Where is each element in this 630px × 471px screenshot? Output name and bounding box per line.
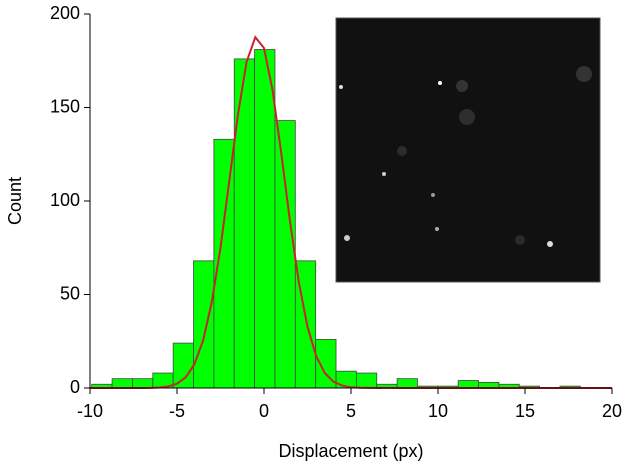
spot bbox=[547, 241, 553, 247]
y-axis-label: Count bbox=[5, 177, 25, 225]
bar bbox=[457, 380, 479, 389]
bar bbox=[193, 260, 215, 389]
spot bbox=[576, 66, 592, 82]
bar bbox=[132, 378, 154, 389]
x-tick-label: 10 bbox=[428, 401, 448, 421]
bar bbox=[355, 372, 378, 389]
inset-image bbox=[335, 17, 601, 283]
spot bbox=[456, 80, 468, 92]
spot bbox=[397, 146, 407, 156]
spot bbox=[515, 235, 525, 245]
spot bbox=[344, 235, 350, 241]
y-tick-label: 200 bbox=[50, 3, 80, 23]
x-tick-label: 15 bbox=[515, 401, 535, 421]
bar bbox=[233, 58, 256, 389]
spot bbox=[438, 81, 442, 85]
bar bbox=[254, 49, 276, 389]
spot bbox=[459, 109, 475, 125]
spot bbox=[382, 172, 386, 176]
y-tick-label: 100 bbox=[50, 190, 80, 210]
y-tick-label: 150 bbox=[50, 96, 80, 116]
bar bbox=[172, 342, 194, 389]
spot bbox=[431, 193, 435, 197]
bar bbox=[274, 120, 296, 389]
bar bbox=[111, 378, 133, 389]
x-tick-label: 5 bbox=[346, 401, 356, 421]
x-axis-label: Displacement (px) bbox=[278, 441, 423, 461]
bar bbox=[396, 378, 418, 389]
y-tick-label: 0 bbox=[70, 377, 80, 397]
x-tick-label: -10 bbox=[77, 401, 103, 421]
x-tick-label: 20 bbox=[602, 401, 622, 421]
x-tick-label: 0 bbox=[259, 401, 269, 421]
y-tick-label: 50 bbox=[60, 283, 80, 303]
spot bbox=[339, 85, 343, 89]
spot bbox=[435, 227, 439, 231]
x-tick-label: -5 bbox=[169, 401, 185, 421]
inset-frame bbox=[335, 17, 601, 283]
